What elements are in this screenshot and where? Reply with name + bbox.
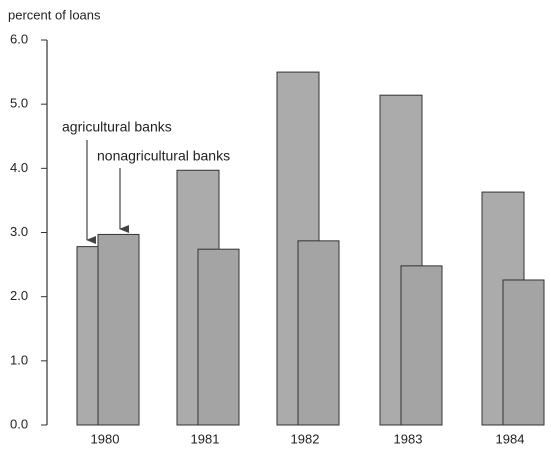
annotation: agricultural banks — [62, 119, 172, 135]
y-tick-label: 2.0 — [10, 288, 28, 303]
y-tick-label: 4.0 — [10, 160, 28, 175]
y-tick-label: 0.0 — [10, 416, 28, 431]
bar — [197, 248, 240, 426]
y-tick-label: 5.0 — [10, 96, 28, 111]
bar — [400, 265, 443, 426]
y-tick-label: 1.0 — [10, 352, 28, 367]
annotation: nonagricultural banks — [97, 148, 230, 164]
y-tick-label: 3.0 — [10, 224, 28, 239]
x-tick-label: 1982 — [291, 431, 320, 446]
x-tick-label: 1980 — [91, 431, 120, 446]
bar — [97, 233, 140, 426]
y-tick-label: 6.0 — [10, 31, 28, 46]
x-tick-label: 1981 — [191, 431, 220, 446]
bar — [297, 240, 340, 426]
bar — [502, 279, 545, 426]
y-axis-label: percent of loans — [8, 7, 101, 22]
bars — [76, 71, 545, 426]
x-tick-label: 1983 — [394, 431, 423, 446]
x-tick-label: 1984 — [496, 431, 525, 446]
